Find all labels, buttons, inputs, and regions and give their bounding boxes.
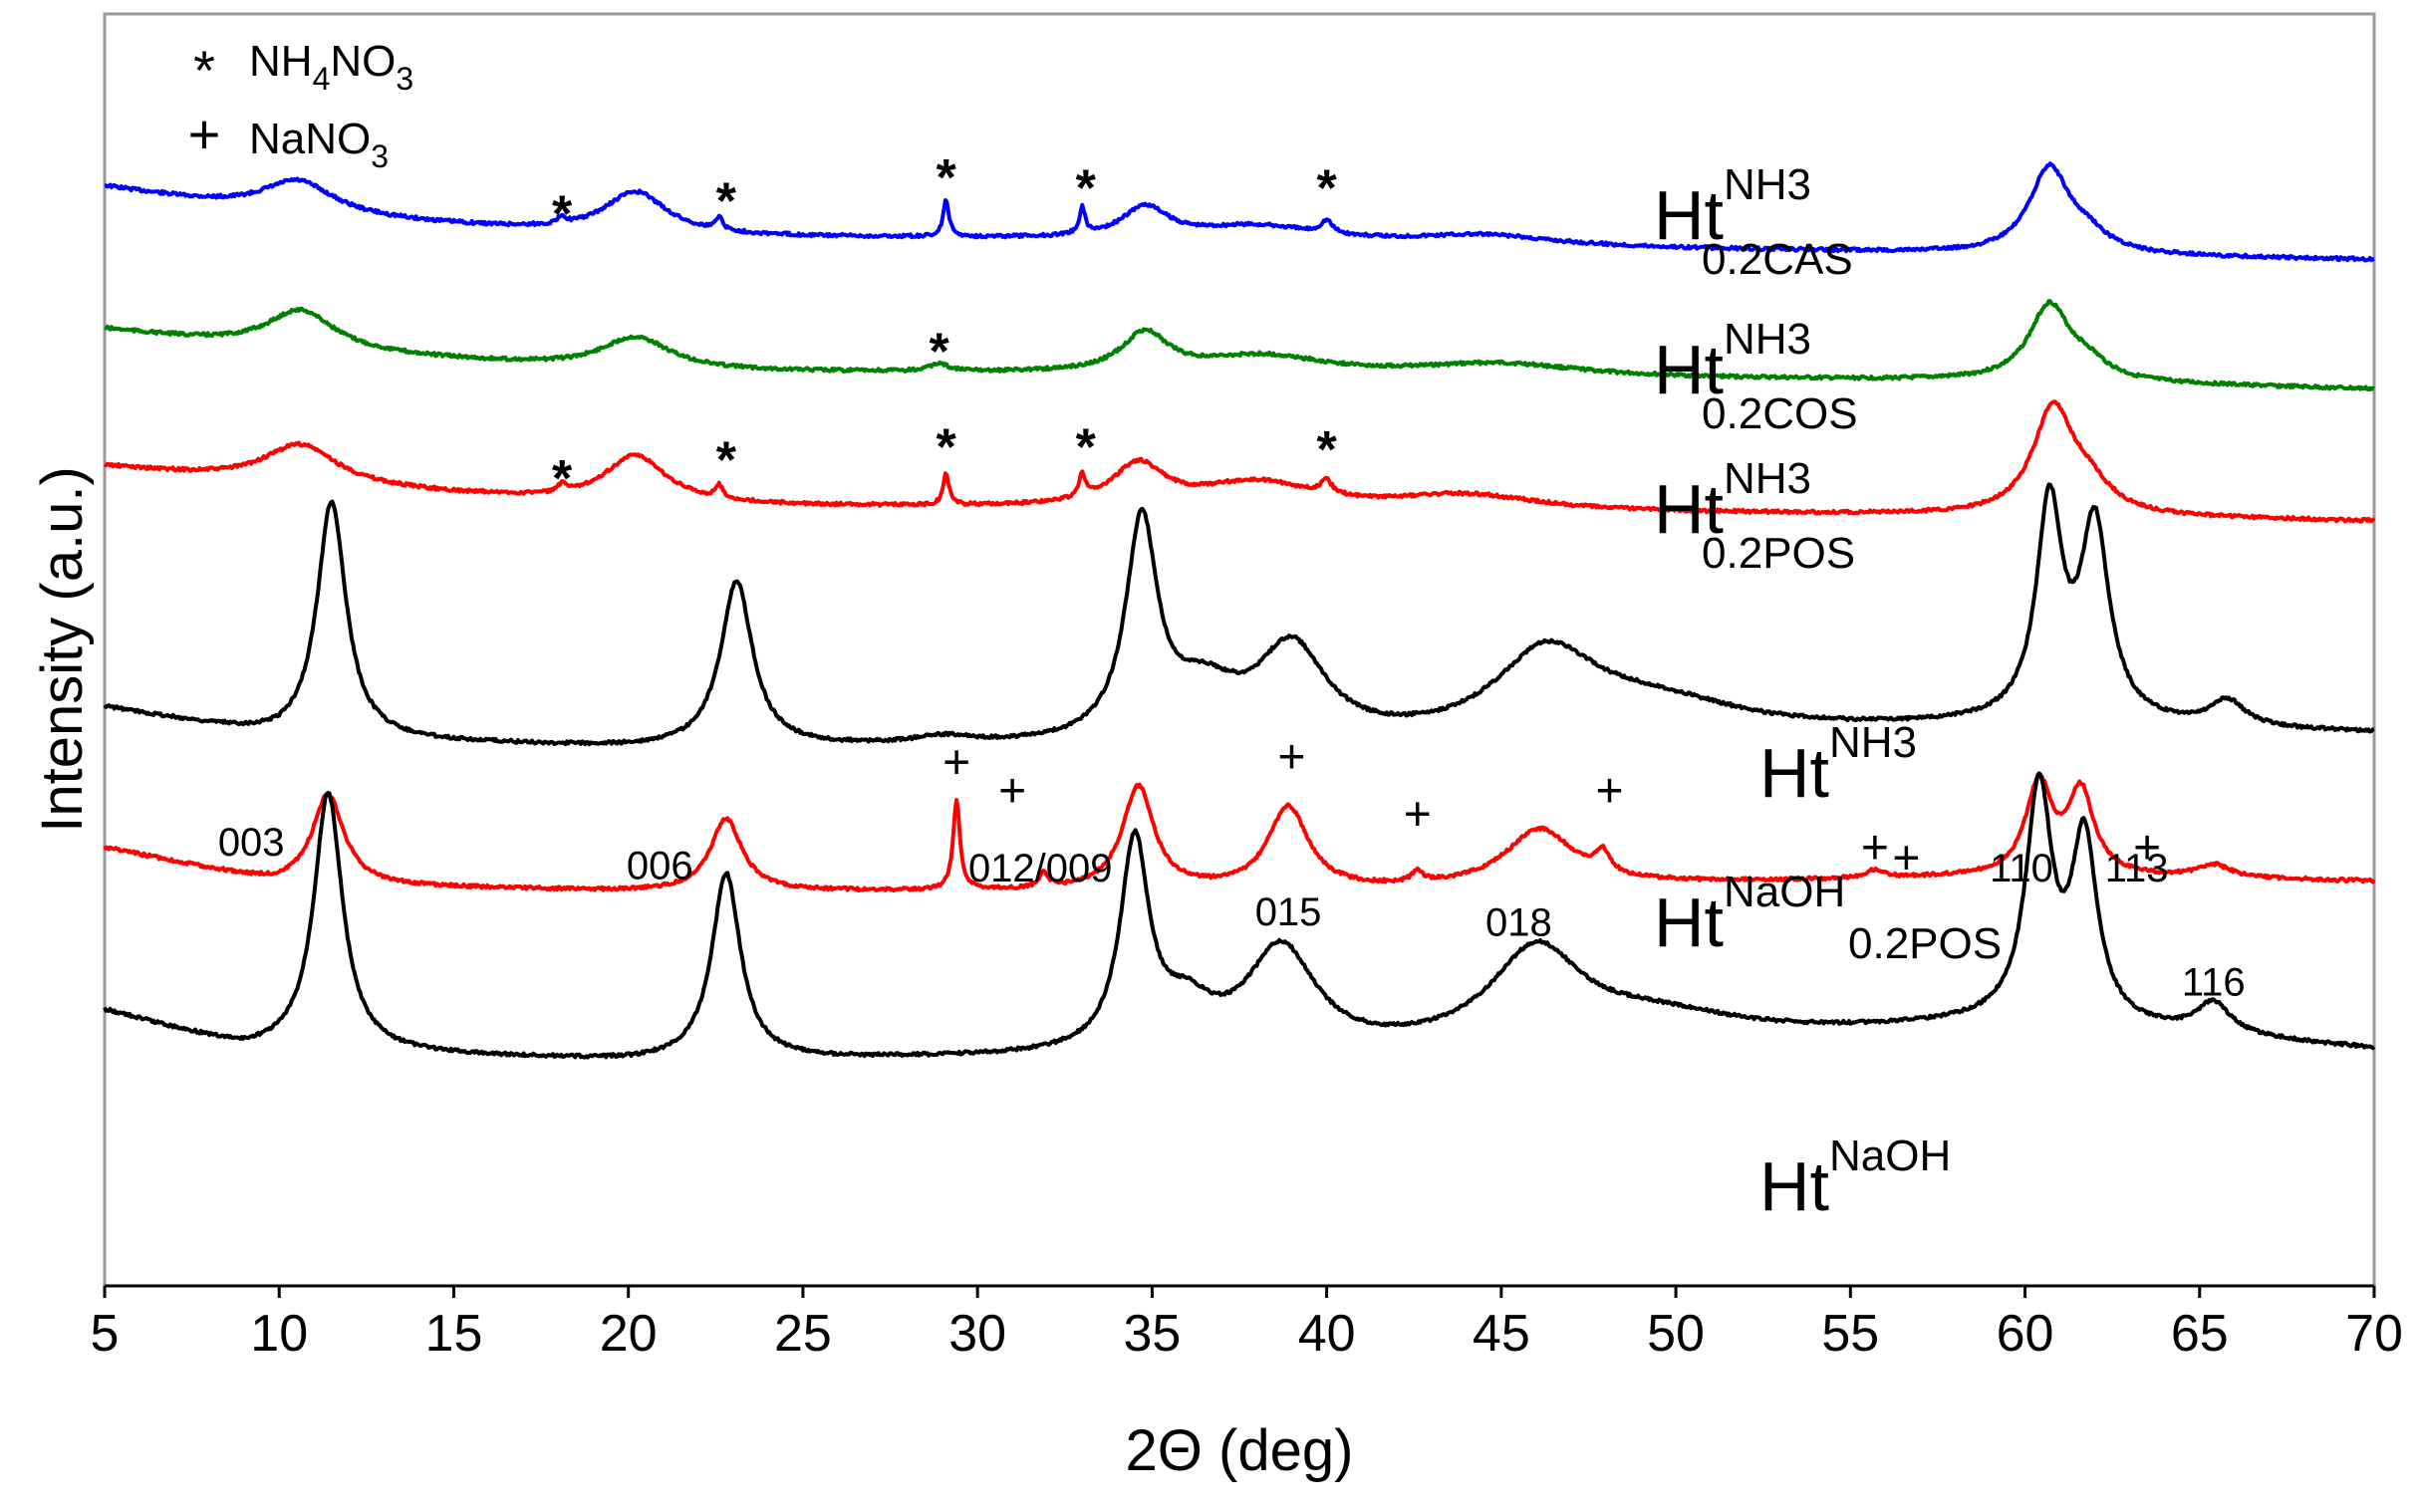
nh4no3-marker: * [929, 323, 949, 380]
nano3-marker: + [1861, 822, 1889, 875]
nano3-marker: + [998, 765, 1026, 818]
series-label-ht-naoh: HtNaOH [1759, 1132, 1951, 1225]
x-tick-label-45: 45 [1473, 1305, 1530, 1363]
hkl-label: 012/009 [968, 847, 1113, 890]
series-line-ht-naoh [103, 771, 2376, 1060]
series-lines [103, 161, 2376, 1060]
nano3-marker: + [1278, 731, 1306, 784]
x-tick-label-40: 40 [1298, 1305, 1356, 1363]
series-label-cas: HtNH3 0.2CAS [1654, 160, 1853, 284]
series-line-cos [104, 299, 2375, 392]
x-tick-label-35: 35 [1123, 1305, 1181, 1363]
hkl-label: 015 [1255, 890, 1322, 934]
series-line-ht-nh3 [103, 482, 2375, 747]
annotations: 003 006 012/009 015 018 110 113 116 * * * * * * * * * * * +… [218, 149, 2246, 1004]
nh4no3-marker: * [1316, 421, 1337, 479]
legend: * NH4NO3 + NaNO3 [188, 37, 414, 174]
x-tick-label-5: 5 [91, 1305, 120, 1363]
nano3-marker: + [1892, 833, 1920, 885]
series-line-cas [104, 161, 2375, 263]
x-tick-label-20: 20 [600, 1305, 658, 1363]
hkl-label: 110 [1990, 847, 2053, 890]
series-labels: HtNH3 0.2CAS HtNH3 0.2COS HtNH3 0.2POS HtNH3 Ht… [1654, 160, 2002, 1225]
nh4no3-marker: * [716, 432, 737, 490]
series-label-cos: HtNH3 0.2COS [1654, 315, 1858, 438]
series-line-naoh-pos [103, 772, 2376, 893]
nano3-marker: + [1595, 765, 1623, 818]
hkl-label: 006 [627, 844, 693, 887]
x-tick-label-65: 65 [2171, 1305, 2229, 1363]
x-tick-label-30: 30 [948, 1305, 1006, 1363]
x-tick-label-55: 55 [1821, 1305, 1879, 1363]
nh4no3-marker: * [936, 149, 956, 207]
series-label-pos: HtNH3 0.2POS [1654, 454, 1855, 578]
legend-symbol-1: + [188, 103, 221, 165]
nano3-marker: + [2133, 822, 2161, 875]
nh4no3-marker: * [1076, 160, 1097, 218]
x-axis-title: 2Θ (deg) [1126, 1418, 1354, 1483]
x-tick-label-25: 25 [774, 1305, 832, 1363]
hkl-label: 018 [1485, 901, 1552, 945]
x-tick-label-60: 60 [1997, 1305, 2054, 1363]
y-axis-title: Intensity (a.u.) [30, 466, 95, 832]
x-tick-label-15: 15 [425, 1305, 483, 1363]
series-label-naoh-pos: HtNaOH [1654, 868, 1845, 961]
x-axis-ticks: 5 10 15 20 25 30 35 40 45 50 55 60 65 70 [91, 1286, 2403, 1363]
x-tick-label-70: 70 [2345, 1305, 2403, 1363]
nh4no3-marker: * [1316, 160, 1337, 218]
x-tick-label-10: 10 [250, 1305, 308, 1363]
legend-symbol-0: * [193, 39, 215, 102]
nh4no3-marker: * [552, 450, 573, 508]
nano3-marker: + [943, 736, 970, 789]
hkl-label: 003 [218, 821, 285, 865]
nh4no3-marker: * [1076, 419, 1097, 477]
nano3-marker: + [1404, 788, 1432, 841]
series-line-pos [103, 399, 2376, 524]
legend-label-0: NH4NO3 [249, 37, 413, 97]
plot-frame [103, 12, 2376, 1288]
hkl-label: 116 [2182, 960, 2246, 1004]
nh4no3-marker: * [716, 173, 737, 231]
x-tick-label-50: 50 [1647, 1305, 1705, 1363]
series-label-ht-nh3: HtNH3 [1759, 718, 1917, 812]
legend-label-1: NaNO3 [249, 115, 389, 174]
series-label-sub-naoh-pos: 0.2POS [1848, 919, 2002, 968]
nh4no3-marker: * [552, 186, 573, 244]
hkl-label: 113 [2105, 847, 2169, 890]
nh4no3-marker: * [936, 419, 956, 477]
